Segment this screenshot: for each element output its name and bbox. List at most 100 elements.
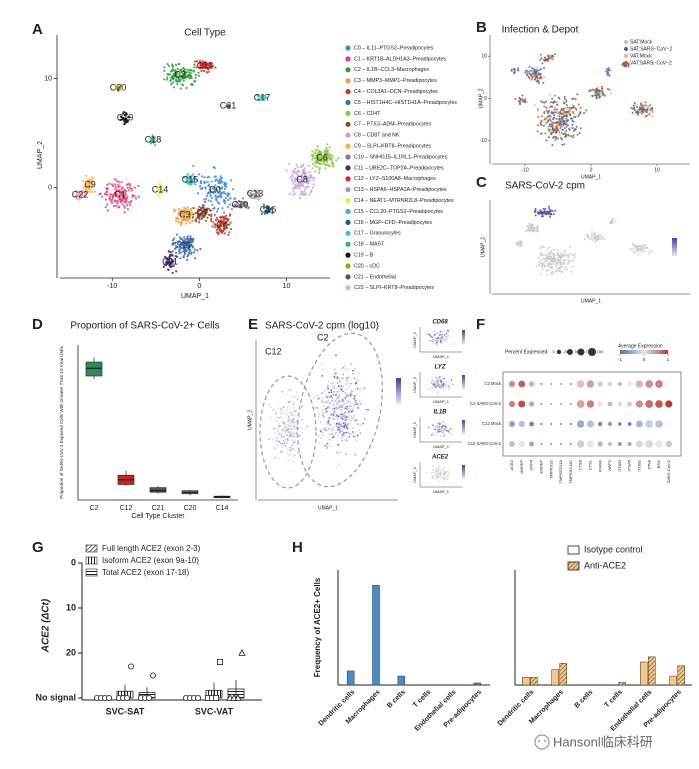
umap-dot (278, 422, 281, 425)
umap-dot (166, 261, 169, 264)
umap-dot (277, 402, 280, 405)
umap-dot (255, 192, 258, 195)
umap-dot (300, 174, 303, 177)
umap-dot (331, 161, 334, 164)
umap-dot (326, 153, 329, 156)
umap-dot (302, 172, 305, 175)
umap-dot (176, 255, 179, 258)
umap-dot (328, 391, 330, 394)
umap-dot (648, 109, 651, 112)
umap-dot (327, 387, 329, 390)
umap-dot (348, 369, 350, 371)
umap-dot (171, 63, 174, 66)
umap-dot (116, 202, 119, 205)
umap-dot (249, 193, 252, 196)
umap-dot (449, 428, 452, 430)
umap-dot (313, 396, 316, 399)
umap-dot (333, 400, 336, 402)
umap-dot (212, 165, 215, 169)
umap-dot (335, 406, 337, 409)
umap-dot (329, 402, 331, 405)
umap-dot (197, 74, 200, 77)
umap-dot (345, 402, 348, 405)
umap-dot (109, 193, 112, 196)
umap-dot (531, 226, 534, 229)
umap-dot (266, 211, 269, 214)
umap-dot (110, 183, 113, 186)
umap-dot (438, 464, 441, 467)
umap-dot (185, 249, 188, 252)
umap-dot (190, 238, 193, 241)
umap-dot (157, 188, 160, 191)
umap-dot (288, 455, 290, 458)
umap-dot (552, 55, 555, 58)
umap-dot (214, 197, 218, 200)
umap-dot (223, 199, 227, 202)
umap-dot (338, 463, 341, 466)
umap-dot (124, 192, 127, 195)
umap-dot (177, 75, 180, 79)
umap-dot (301, 185, 304, 188)
umap-dot (348, 385, 350, 388)
umap-dot (357, 423, 359, 425)
umap-dot (434, 386, 437, 389)
umap-dot (316, 161, 319, 164)
umap-dot (295, 177, 298, 181)
umap-dot (431, 336, 434, 339)
umap-dot (185, 222, 188, 225)
umap-dot (333, 390, 336, 393)
umap-dot (348, 419, 351, 421)
umap-dot (639, 244, 642, 247)
umap-dot (220, 216, 223, 219)
umap-dot (549, 125, 552, 128)
umap-dot (267, 208, 270, 211)
umap-dot (329, 153, 332, 156)
umap-dot (106, 187, 109, 190)
y-tick-label: 20 (66, 647, 76, 657)
umap-dot (182, 79, 185, 82)
mini-y-label: UMAP_2 (412, 421, 417, 438)
y-axis-label: UMAP_2 (37, 141, 44, 169)
umap-dot (163, 66, 166, 69)
umap-dot (436, 332, 439, 335)
umap-dot (169, 79, 172, 82)
umap-dot (151, 138, 155, 141)
umap-dot (104, 206, 107, 209)
umap-dot (435, 376, 438, 379)
umap-dot (643, 247, 646, 249)
umap-dot (538, 211, 541, 214)
umap-dot (184, 181, 187, 184)
umap-dot (544, 132, 547, 135)
umap-dot (278, 457, 280, 460)
umap-dot (191, 240, 194, 243)
umap-dot (565, 117, 568, 120)
umap-dot (353, 377, 356, 380)
umap-dot (179, 247, 182, 250)
x-axis-label: UMAP_1 (581, 174, 601, 180)
umap-dot (99, 192, 102, 195)
umap-dot (172, 68, 175, 71)
cluster-label: C19 (117, 112, 134, 122)
umap-dot (565, 114, 568, 117)
umap-dot (442, 339, 445, 341)
umap-dot (563, 111, 566, 114)
panel-title: SARS-CoV-2 cpm (log10) (265, 321, 379, 332)
umap-dot (123, 211, 126, 214)
umap-dot (331, 156, 334, 159)
umap-dot (350, 363, 352, 365)
umap-dot (286, 451, 289, 454)
umap-dot (207, 70, 210, 73)
umap-dot (188, 245, 191, 248)
umap-dot (279, 442, 282, 445)
umap-dot (344, 364, 347, 367)
umap-dot (322, 416, 325, 419)
umap-dot (548, 246, 550, 249)
box (85, 361, 103, 377)
gene-label: ITGB3 (617, 459, 622, 471)
umap-dot (445, 331, 448, 333)
umap-dot (439, 376, 441, 378)
umap-dot (353, 397, 356, 400)
row-label: C2 Mock (484, 381, 501, 386)
umap-dot (438, 480, 440, 483)
umap-dot (327, 399, 330, 402)
